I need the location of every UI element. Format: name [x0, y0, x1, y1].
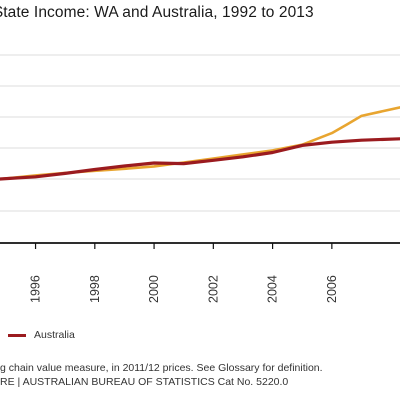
source-note: RE | AUSTRALIAN BUREAU OF STATISTICS Cat… [0, 376, 289, 388]
x-tick-label: 1998 [88, 275, 102, 303]
chart-title: State Income: WA and Australia, 1992 to … [0, 4, 314, 21]
legend-label-australia: Australia [34, 329, 75, 341]
x-tick-label: 2004 [266, 275, 280, 303]
x-tick-label: 2000 [147, 275, 161, 303]
x-tick-label: 1996 [29, 275, 43, 303]
series-lines [0, 106, 400, 181]
series-line-australia [0, 137, 400, 181]
legend-swatch-australia [8, 333, 26, 337]
legend: Australia [8, 327, 75, 343]
x-axis-ticks: 1996 1998 2000 2002 2004 2006 [29, 243, 339, 303]
x-tick-label: 2002 [206, 275, 220, 303]
gridlines [0, 54, 400, 212]
x-tick-label: 2006 [325, 275, 339, 303]
footnote: g chain value measure, in 2011/12 prices… [0, 362, 323, 374]
